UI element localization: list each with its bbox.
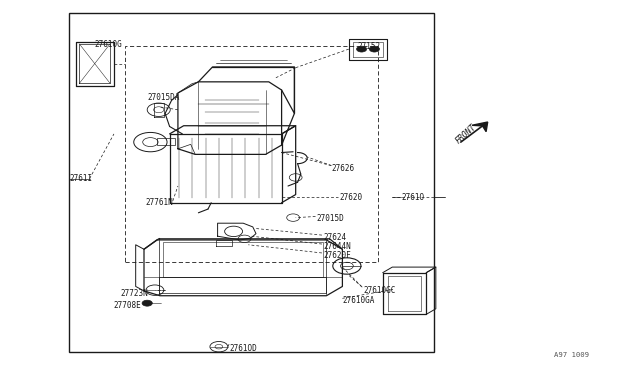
Circle shape	[356, 46, 367, 52]
Polygon shape	[472, 122, 488, 132]
Text: 27152: 27152	[357, 42, 380, 51]
Text: 27620: 27620	[339, 193, 362, 202]
Text: 27620F: 27620F	[323, 251, 351, 260]
Text: 27723N: 27723N	[120, 289, 148, 298]
Text: 2761I: 2761I	[69, 174, 92, 183]
Circle shape	[369, 46, 380, 52]
Text: 2761OD: 2761OD	[229, 344, 257, 353]
Text: 27610GA: 27610GA	[342, 296, 375, 305]
Bar	[69, 13, 434, 352]
Text: 27626: 27626	[332, 164, 355, 173]
Text: A97 1009: A97 1009	[554, 352, 589, 358]
Text: FRONT: FRONT	[454, 122, 478, 145]
Text: 27624: 27624	[323, 233, 346, 242]
Bar	[125, 46, 378, 262]
Text: 27708E: 27708E	[114, 301, 141, 310]
Circle shape	[142, 300, 152, 306]
Text: 27015DA: 27015DA	[147, 93, 180, 102]
Text: 27610G: 27610G	[95, 40, 122, 49]
Text: 2761O: 2761O	[402, 193, 425, 202]
Text: 27015D: 27015D	[317, 214, 344, 223]
Text: 27644N: 27644N	[323, 242, 351, 251]
Bar	[157, 138, 175, 145]
Text: 27610GC: 27610GC	[364, 286, 396, 295]
Text: 27761N: 27761N	[146, 198, 173, 207]
